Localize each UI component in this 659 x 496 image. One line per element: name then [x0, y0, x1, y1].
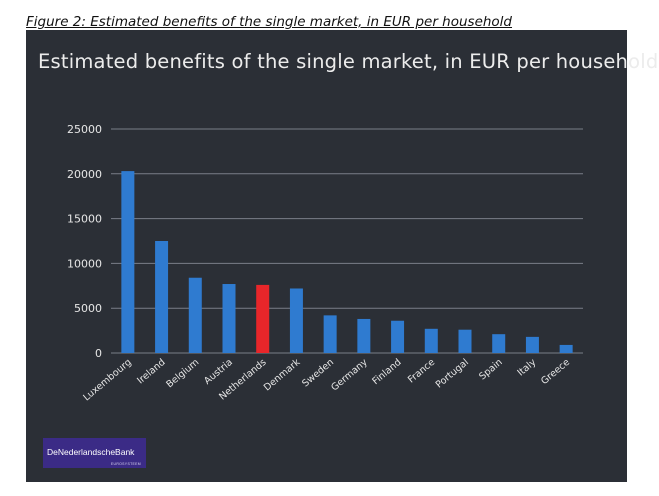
bar-netherlands	[256, 284, 270, 353]
bar-luxembourg	[121, 171, 135, 353]
bar-finland	[391, 320, 405, 353]
x-tick-label: Portugal	[434, 357, 471, 391]
figure-caption: Figure 2: Estimated benefits of the sing…	[26, 14, 513, 30]
x-tick-label: Belgium	[164, 357, 201, 390]
chart-title: Estimated benefits of the single market,…	[38, 50, 659, 73]
bar-ireland	[155, 241, 169, 353]
x-tick-label: Italy	[515, 357, 538, 379]
x-tick-label: France	[406, 357, 437, 386]
chart-panel: Estimated benefits of the single market,…	[26, 30, 658, 482]
dnb-logo: DeNederlandscheBank EUROSYSTEEM	[43, 438, 146, 468]
bar-chart: 0 5000 10000 15000 20000 25000 Luxembourg Irela…	[67, 123, 583, 403]
bar-france	[424, 328, 438, 353]
bar-austria	[222, 284, 236, 353]
bar-sweden	[323, 315, 337, 353]
bar-germany	[357, 318, 371, 353]
logo-name: DeNederlandscheBank	[47, 447, 135, 457]
y-tick-label: 15000	[67, 213, 102, 226]
bar-belgium	[188, 277, 202, 353]
x-tick-label: Greece	[539, 357, 572, 387]
x-tick-label: Ireland	[135, 357, 167, 387]
x-tick-label: Denmark	[262, 357, 303, 394]
y-tick-label: 0	[95, 347, 102, 360]
bar-greece	[559, 344, 573, 353]
bar-spain	[492, 334, 506, 353]
y-tick-label: 25000	[67, 123, 102, 136]
y-tick-label: 10000	[67, 257, 102, 270]
y-tick-label: 5000	[74, 302, 102, 315]
x-tick-label: Luxembourg	[81, 357, 133, 403]
y-tick-label: 20000	[67, 168, 102, 181]
bar-italy	[525, 336, 539, 353]
x-tick-label: Spain	[477, 357, 504, 382]
bar-denmark	[289, 288, 303, 353]
logo-sub: EUROSYSTEEM	[110, 462, 141, 466]
x-tick-label: Finland	[370, 357, 403, 387]
x-tick-label: Germany	[329, 357, 370, 394]
bar-portugal	[458, 329, 472, 353]
